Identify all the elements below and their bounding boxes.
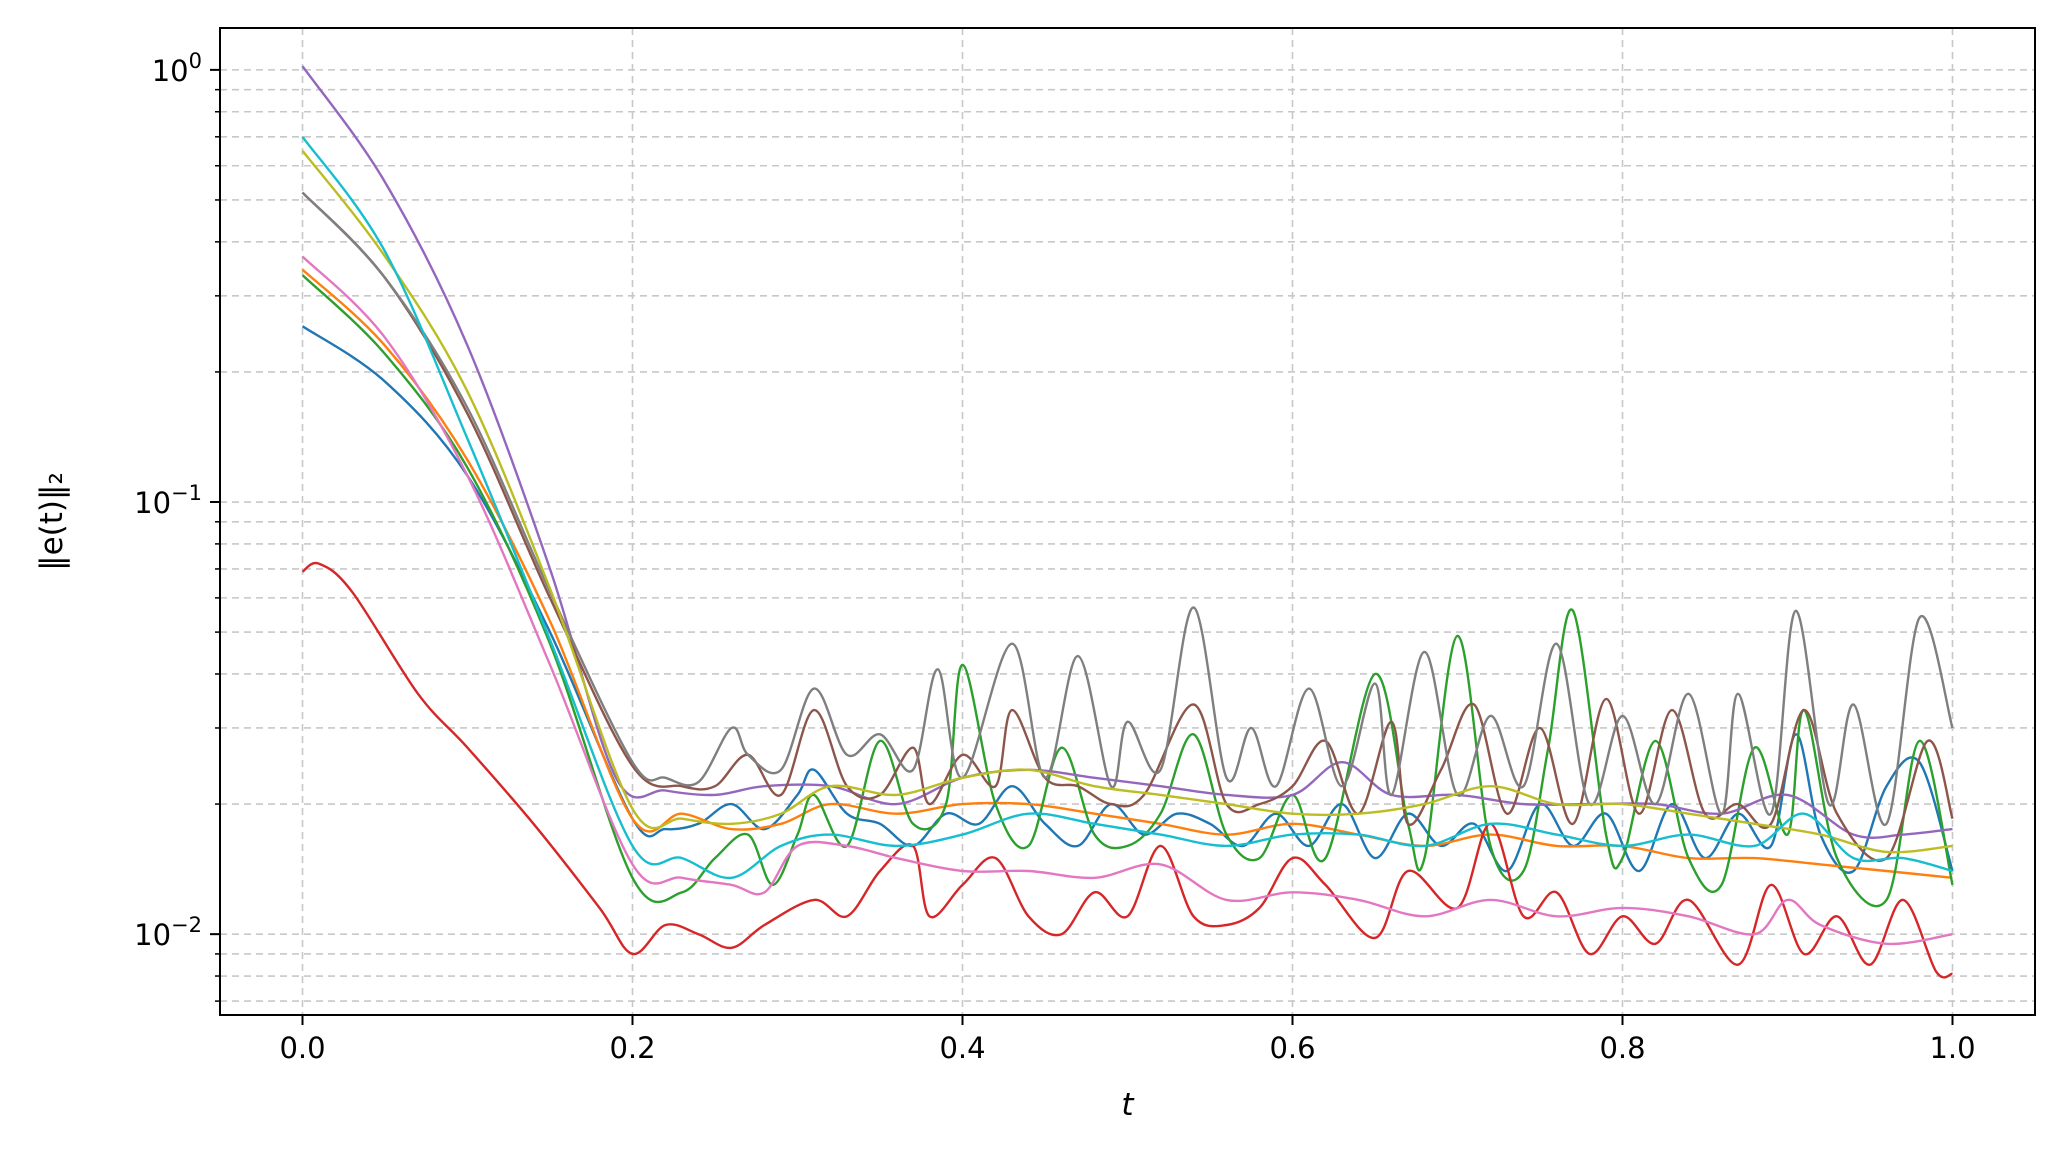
y-tick-base: 10 bbox=[134, 486, 171, 520]
series-line-2 bbox=[301, 268, 1953, 879]
series-line-5 bbox=[301, 65, 1953, 839]
y-tick-label: 10−2 bbox=[134, 913, 202, 952]
y-tick-exponent: −1 bbox=[171, 481, 202, 505]
series-line-4 bbox=[301, 561, 1953, 979]
y-tick-exponent: 0 bbox=[189, 49, 202, 73]
x-tick-label: 0.0 bbox=[279, 1031, 325, 1065]
x-tick-label: 0.8 bbox=[1599, 1031, 1645, 1065]
series-line-6 bbox=[301, 191, 1954, 862]
y-tick-base: 10 bbox=[134, 918, 171, 952]
x-tick-label: 0.4 bbox=[939, 1031, 985, 1065]
x-tick-label: 0.2 bbox=[609, 1031, 655, 1065]
y-axis-label: ‖e(t)‖₂ bbox=[34, 472, 70, 571]
y-tick-label: 10−1 bbox=[134, 481, 202, 520]
y-tick-label: 100 bbox=[152, 49, 202, 88]
y-tick-base: 10 bbox=[152, 54, 189, 88]
x-axis-label: t bbox=[1121, 1087, 1135, 1123]
plot-lines bbox=[301, 65, 1954, 979]
y-tick-exponent: −2 bbox=[171, 913, 202, 937]
series-line-7 bbox=[301, 255, 1953, 946]
series-line-9 bbox=[301, 149, 1953, 854]
series-line-10 bbox=[301, 136, 1953, 880]
x-tick-label: 0.6 bbox=[1269, 1031, 1315, 1065]
x-tick-label: 1.0 bbox=[1929, 1031, 1975, 1065]
series-line-8 bbox=[301, 191, 1954, 826]
